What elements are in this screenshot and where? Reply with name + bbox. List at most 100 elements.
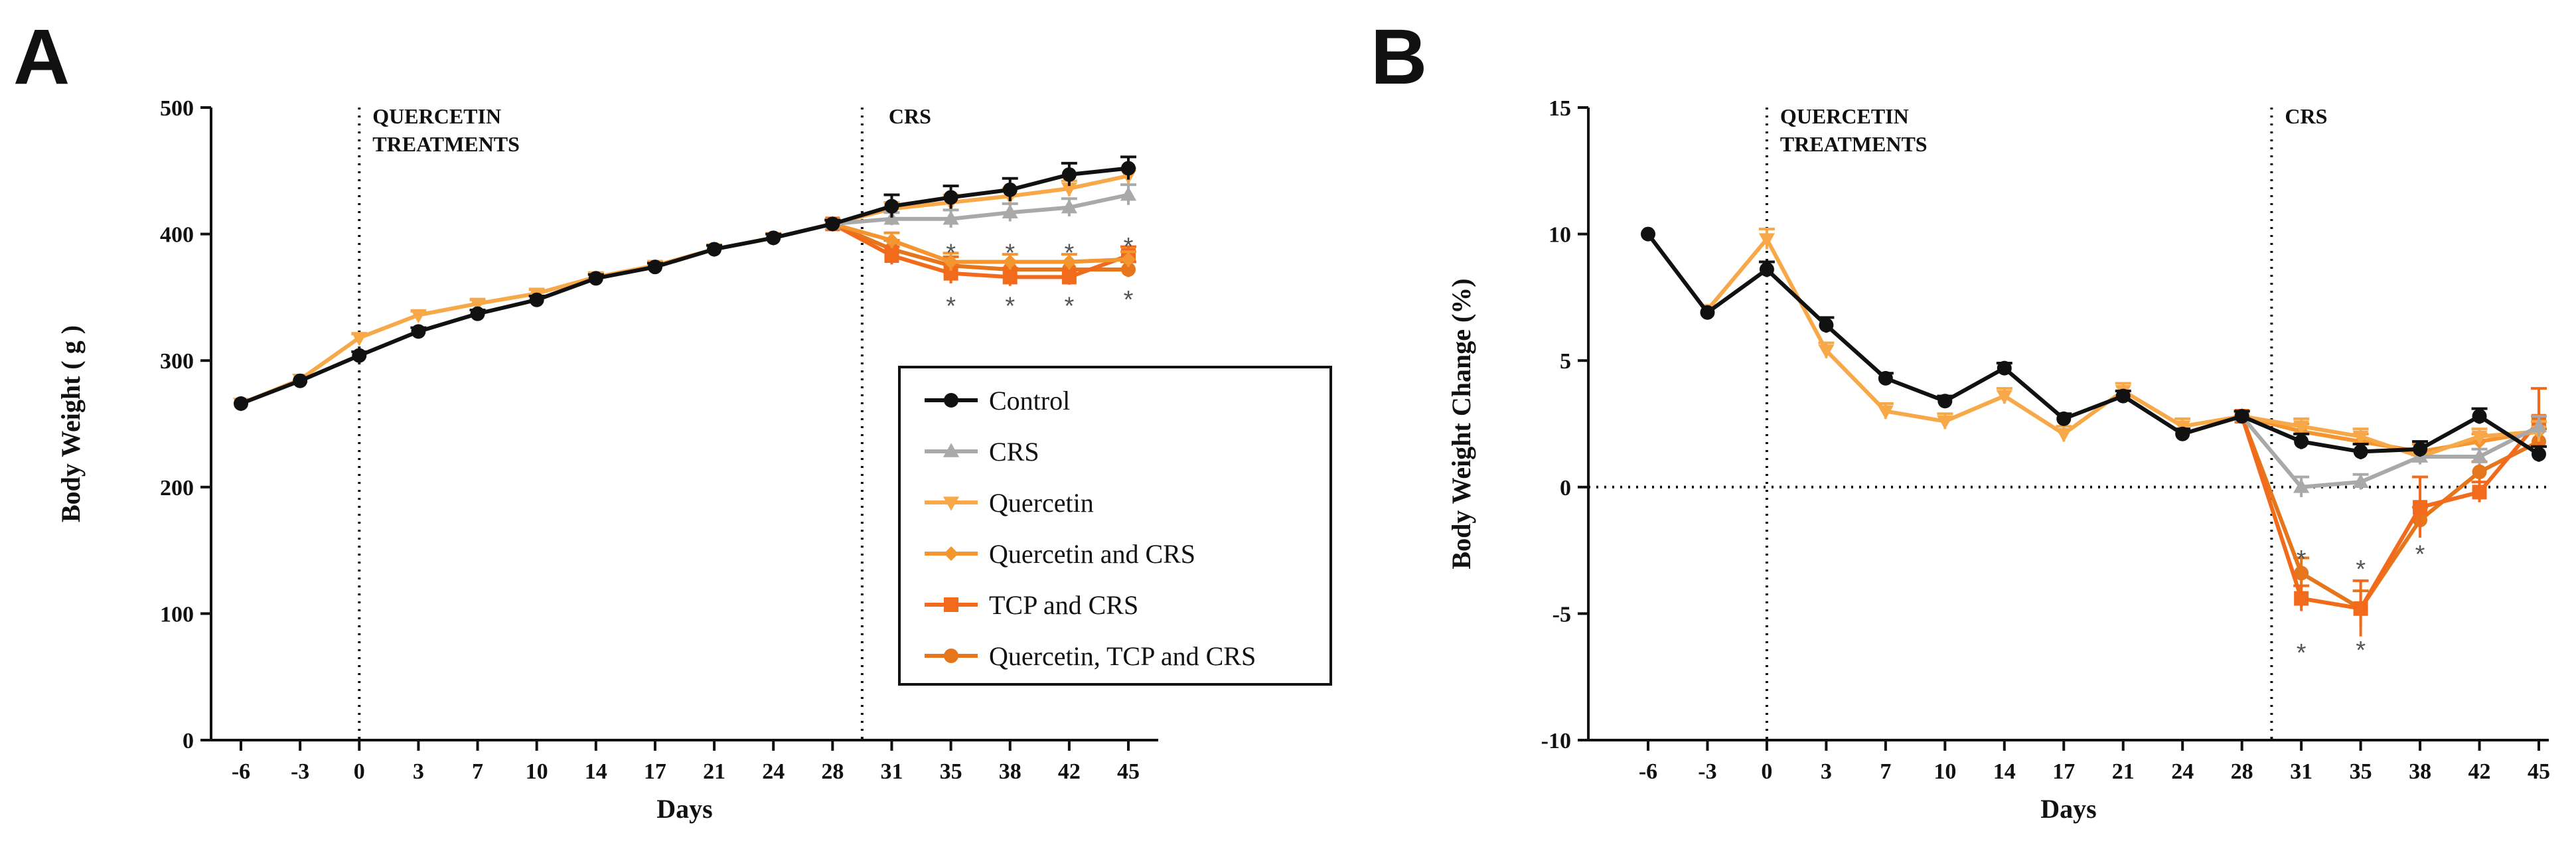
panel-b-series-quercetin-tcp-crs-point: [2472, 464, 2487, 479]
panel-a-x-tick-label: -3: [291, 759, 309, 784]
panel-b-chart: -10 -5 0 5 10 15 -6 -3 0 3 7 10 14 17 21 24 28 31 35 38 42 45…: [1446, 96, 2550, 824]
panel-a-series-control-line: [240, 166, 1129, 406]
panel-a-series-control-point: [470, 306, 485, 321]
panel-b-series-control-point: [2294, 434, 2309, 449]
panel-a-series-quercetin-point: [1061, 183, 1077, 197]
panel-b-series-control-point: [1937, 394, 1953, 409]
panel-a-legend-entry: Quercetin: [925, 488, 1094, 518]
panel-b-series-quercetin-point: [1758, 233, 1776, 248]
panel-a-legend: Control CRS Quercetin Quercetin and CRS TCP …: [898, 366, 1332, 686]
panel-b-significance-star: *: [2297, 639, 2307, 667]
panel-b-series-control-point: [2115, 388, 2131, 404]
panel-a-series-crs-point: [1061, 198, 1077, 214]
panel-a-series-crs: [824, 183, 1137, 230]
panel-b-series-control-point: [2234, 409, 2249, 424]
panel-b-series-control-point: [1759, 262, 1774, 277]
panel-a-series-tcp-crs: [824, 216, 1136, 286]
panel-a-significance-star: *: [1124, 286, 1134, 314]
panel-a-legend-entry: Quercetin, TCP and CRS: [925, 641, 1256, 671]
panel-a-legend-swatch-marker: [944, 393, 958, 408]
panel-a-significance-star: *: [946, 293, 956, 321]
panel-a-series-control-point: [884, 198, 899, 214]
panel-a-legend-label: Quercetin and CRS: [989, 539, 1195, 569]
panel-a-x-tick-label: 28: [821, 759, 844, 784]
panel-b-series-quercetin-tcp-crs-line: [2239, 416, 2540, 611]
panel-b-series-control-point: [2353, 444, 2368, 459]
panel-b-series-control-point: [2472, 409, 2487, 424]
panel-a-letter: A: [13, 13, 70, 101]
panel-b-significance-star: *: [2356, 556, 2366, 583]
panel-b-series-crs-point: [2352, 473, 2369, 488]
panel-a-x-tick-label: 24: [762, 759, 785, 784]
panel-b-x-tick-label: 3: [1821, 759, 1832, 784]
panel-a-legend-box: [898, 366, 1332, 686]
panel-a-series-control-point: [352, 348, 367, 363]
panel-a-series-crs-point: [943, 210, 959, 225]
panel-b-x-tick-label: 42: [2468, 759, 2491, 784]
panel-a-phase-label: QUERCETIN: [372, 104, 501, 128]
panel-a-y-tick-label: 500: [160, 96, 194, 121]
panel-b-series-control-point: [1641, 226, 1655, 242]
panel-a-significance-star: *: [1064, 240, 1074, 268]
panel-a-x-axis-title: Days: [656, 794, 712, 824]
panel-a-significance-star: *: [1124, 233, 1134, 261]
panel-b-series-control-line: [1646, 232, 2540, 456]
panel-a-legend-label: TCP and CRS: [989, 590, 1138, 620]
panel-a-y-tick-label: 0: [183, 729, 194, 753]
panel-b-x-tick-label: 31: [2290, 759, 2312, 784]
panel-b-x-tick-label: 17: [2052, 759, 2075, 784]
panel-a-series-control-point: [529, 292, 544, 307]
panel-b-series-control-point: [2056, 411, 2072, 426]
panel-b-significance-star: *: [2415, 540, 2425, 568]
panel-a-x-tick-label: 10: [526, 759, 548, 784]
panel-a-y-tick-label: 400: [160, 223, 194, 248]
panel-a-legend-entry: Quercetin and CRS: [925, 539, 1195, 569]
panel-b-series-quercetin: [1699, 227, 2547, 465]
panel-b-series-quercetin-point: [1996, 390, 2012, 405]
panel-a-series-quercetin-crs-point: [884, 233, 899, 248]
panel-b-series-quercetin-point: [1937, 415, 1953, 430]
panel-a-x-tick-label: 35: [940, 759, 962, 784]
panel-b-x-tick-label: 35: [2350, 759, 2372, 784]
panel-a-x-tick-label: 42: [1058, 759, 1081, 784]
panel-a-x-tick-label: 45: [1117, 759, 1140, 784]
panel-b-series-crs-point: [2293, 479, 2310, 493]
panel-b-letter: B: [1371, 13, 1427, 101]
panel-b-series-quercetin-point: [1818, 345, 1835, 359]
panel-a-series-quercetin-tcp-crs-point: [1121, 262, 1136, 277]
panel-b-significance-star: *: [2356, 637, 2366, 664]
panel-a-series-control-point: [293, 373, 308, 388]
panel-a-legend-swatch-marker: [943, 497, 960, 511]
panel-a-significance-star: *: [1064, 293, 1074, 321]
panel-a-series-control-point: [234, 396, 248, 412]
panel-b-series-control: [1641, 226, 2547, 462]
panel-a-series-control-point: [943, 190, 958, 205]
panel-a-legend-label: Quercetin, TCP and CRS: [989, 641, 1256, 671]
panel-b-x-tick-label: -6: [1639, 759, 1657, 784]
panel-a-y-tick-label: 200: [160, 476, 194, 500]
panel-b-series-tcp-crs-point: [2294, 591, 2309, 606]
panel-a-series-control: [234, 155, 1136, 412]
panel-b-series-control-point: [2175, 426, 2190, 441]
panel-b-series-quercetin-point: [1877, 405, 1894, 420]
panel-b-series-tcp-crs-line: [2239, 416, 2541, 611]
panel-a-series-quercetin-tcp-crs-line: [832, 222, 1128, 271]
panel-a-significance-star: *: [1005, 293, 1015, 321]
panel-b-x-tick-label: 24: [2171, 759, 2194, 784]
panel-a-x-tick-label: 3: [413, 759, 424, 784]
panel-a-x-tick-label: 14: [585, 759, 607, 784]
panel-b-x-tick-label: 45: [2528, 759, 2550, 784]
panel-b-x-tick-label: 14: [1993, 759, 2016, 784]
panel-b-series-control-point: [1997, 360, 2012, 376]
panel-b-series-control-point: [2532, 447, 2546, 462]
panel-b-series-tcp-crs-point: [2413, 500, 2428, 515]
panel-a-series-crs-point: [1002, 204, 1018, 218]
panel-a-series-tcp-crs-point: [884, 248, 899, 264]
panel-a-y-tick-label: 300: [160, 349, 194, 374]
panel-a-x-tick-label: 7: [472, 759, 483, 784]
panel-a-series-tcp-crs-point: [1002, 269, 1018, 285]
panel-a-series-control-point: [1121, 161, 1136, 176]
panel-a-series-quercetin-crs-point: [1061, 254, 1077, 269]
panel-a-series-tcp-crs-line: [831, 222, 1130, 279]
